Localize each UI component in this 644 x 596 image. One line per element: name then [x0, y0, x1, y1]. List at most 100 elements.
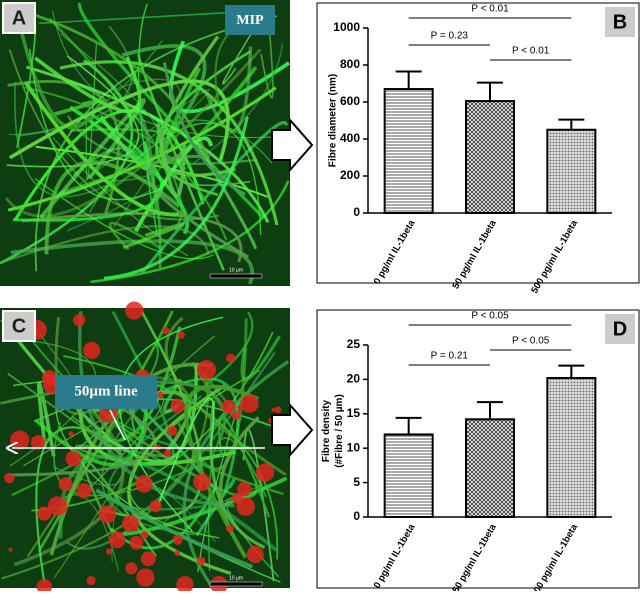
fibre	[222, 14, 264, 85]
fibre	[155, 50, 251, 196]
fibre	[44, 160, 181, 255]
significance-label: P < 0.01	[512, 46, 550, 57]
scale-bar-label: 10 µm	[229, 575, 243, 581]
pore	[196, 556, 206, 566]
fibre	[38, 9, 261, 24]
pore	[10, 430, 30, 450]
fibre	[88, 119, 273, 214]
pore	[149, 500, 162, 513]
pore	[41, 370, 57, 385]
pore	[221, 399, 236, 414]
bar	[465, 418, 515, 518]
arrow	[271, 402, 314, 458]
panel-label: B	[613, 11, 627, 33]
pore	[196, 360, 217, 380]
significance-label: P = 0.23	[431, 31, 469, 42]
fibre	[131, 398, 282, 433]
pore	[177, 331, 186, 339]
y-tick-label: 1000	[333, 20, 360, 34]
pore	[193, 473, 211, 492]
y-tick-label: 15	[347, 406, 361, 420]
bar	[546, 128, 597, 214]
fibre	[28, 48, 161, 201]
pore	[140, 551, 156, 567]
caption: MIP	[236, 13, 264, 28]
panel-label: A	[12, 7, 26, 29]
fibre	[63, 355, 279, 560]
pore	[176, 576, 194, 594]
fibre	[23, 81, 180, 217]
pore	[105, 548, 113, 555]
fibre	[66, 43, 284, 232]
pore	[108, 531, 126, 549]
pore	[65, 450, 82, 467]
pore	[8, 547, 13, 552]
y-tick-label: 200	[340, 168, 360, 182]
fibre	[52, 10, 286, 138]
bar	[383, 433, 434, 518]
fibre	[17, 22, 105, 130]
fibre	[28, 11, 215, 172]
fibre	[146, 154, 250, 259]
bar	[383, 88, 434, 214]
fibre	[26, 65, 270, 223]
pore	[76, 483, 92, 499]
panel-label: D	[613, 318, 627, 340]
fibre	[127, 384, 232, 575]
pore	[136, 568, 155, 587]
pore	[271, 407, 276, 412]
fibre	[156, 397, 215, 508]
pore	[246, 545, 264, 563]
caption-box	[55, 375, 157, 409]
pore	[156, 391, 164, 399]
scale-bar-label: 10 µm	[229, 267, 243, 273]
significance-label: P < 0.01	[471, 4, 509, 15]
fibre	[78, 2, 265, 219]
fibre	[72, 146, 162, 269]
fibre	[204, 46, 253, 133]
fibre	[195, 141, 258, 250]
caption-box	[225, 5, 275, 35]
fibre	[15, 318, 250, 452]
fibre	[69, 105, 190, 235]
fibre	[169, 40, 290, 114]
y-tick-label: 5	[353, 475, 360, 489]
fibre	[103, 116, 249, 280]
y-tick-label: 0	[353, 205, 360, 219]
y-tick-label: 10	[347, 440, 361, 454]
fibre	[6, 55, 140, 168]
pore	[255, 463, 275, 482]
panel-label: C	[12, 315, 26, 337]
scale-bar	[209, 581, 263, 587]
fibre	[138, 3, 158, 235]
pore	[163, 449, 172, 458]
fibre	[122, 222, 184, 250]
fibre	[8, 79, 230, 161]
y-axis-label: (#Fibre / 50 µm)	[334, 394, 345, 468]
fibre	[260, 5, 274, 99]
y-tick-label: 0	[353, 509, 360, 523]
pore	[86, 576, 96, 586]
fibre	[1, 372, 209, 580]
fibre	[90, 180, 290, 284]
fibre	[47, 99, 99, 118]
pointer	[109, 409, 126, 441]
y-axis-label: Fibre diameter (nm)	[328, 74, 339, 167]
pore	[73, 313, 86, 327]
fibre	[155, 123, 187, 198]
panel-label-box	[605, 7, 635, 37]
micrograph-c: C 10 µm 50µm line	[0, 301, 290, 595]
bar	[465, 100, 515, 214]
fibre	[242, 428, 275, 582]
pore	[274, 406, 282, 414]
significance-label: P < 0.05	[512, 336, 550, 347]
pore	[125, 301, 144, 320]
pore	[172, 534, 183, 545]
pore	[226, 524, 234, 533]
pore	[231, 410, 241, 421]
fibre	[37, 381, 56, 457]
fibre	[122, 476, 288, 537]
panel-label-box	[2, 310, 36, 342]
pore	[135, 475, 153, 493]
